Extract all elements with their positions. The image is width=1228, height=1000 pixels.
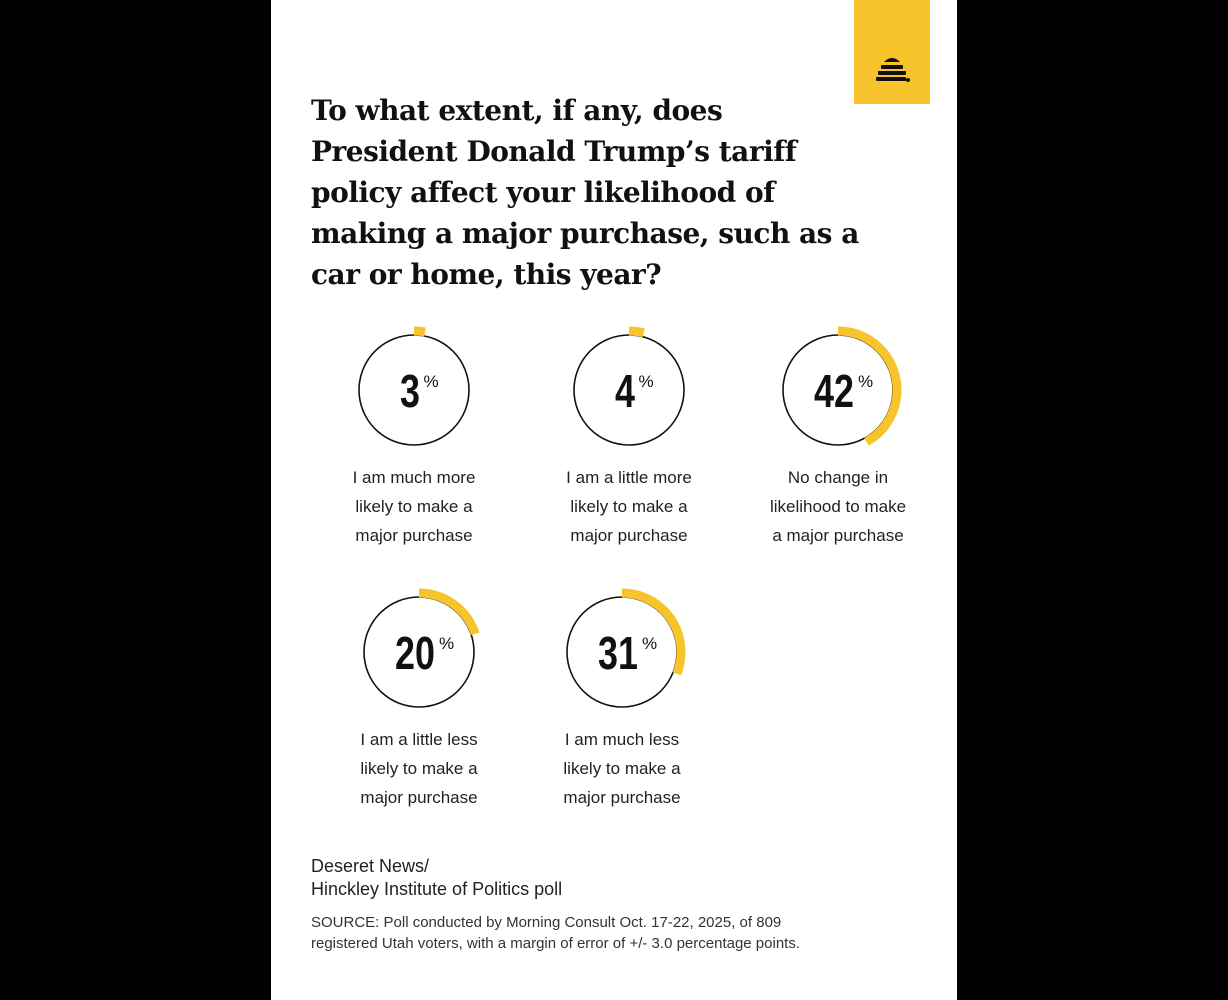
category-label-line: I am much less bbox=[564, 730, 680, 749]
source-line-1: SOURCE: Poll conducted by Morning Consul… bbox=[311, 914, 782, 931]
category-label-line: likely to make a bbox=[570, 497, 688, 516]
chart-item: 20% I am a little less likely to make a maj… bbox=[299, 580, 539, 820]
percent-sign: % bbox=[639, 372, 654, 391]
category-label: I am a little less likely to make a major … bbox=[299, 725, 539, 812]
value-arc bbox=[628, 326, 645, 338]
ring-chart: 42% bbox=[782, 326, 902, 446]
category-label-line: major purchase bbox=[355, 526, 473, 545]
chart-item: 42% No change in likelihood to make a major… bbox=[718, 318, 958, 558]
value-arc bbox=[418, 588, 480, 636]
credit: Deseret News/ Hinckley Institute of Poli… bbox=[311, 855, 911, 901]
source-note: SOURCE: Poll conducted by Morning Consul… bbox=[311, 912, 931, 954]
ring-chart: 3% bbox=[358, 326, 470, 446]
category-label-line: likelihood to make bbox=[769, 497, 907, 516]
value-arc bbox=[621, 588, 686, 676]
category-label-line: likely to make a bbox=[360, 759, 478, 778]
category-label-line: a major purchase bbox=[772, 526, 904, 545]
category-label-line: I am a little less bbox=[360, 730, 478, 749]
credit-line-2: Hinckley Institute of Politics poll bbox=[311, 879, 563, 899]
value-label: 20 bbox=[395, 628, 435, 679]
category-label-line: No change in bbox=[787, 468, 889, 487]
percent-sign: % bbox=[858, 372, 873, 391]
chart-item: 31% I am much less likely to make a major p… bbox=[502, 580, 742, 820]
ring-chart: 4% bbox=[573, 326, 685, 446]
credit-line-1: Deseret News/ bbox=[311, 856, 430, 876]
category-label-line: I am much more bbox=[352, 468, 476, 487]
value-label: 4 bbox=[615, 366, 635, 417]
brand-logo[interactable] bbox=[854, 0, 930, 104]
category-label-line: likely to make a bbox=[355, 497, 473, 516]
infographic-card: To what extent, if any, does President D… bbox=[271, 0, 957, 1000]
chart-item: 3% I am much more likely to make a major pu… bbox=[294, 318, 534, 558]
category-label-line: major purchase bbox=[563, 788, 681, 807]
value-arc bbox=[837, 326, 902, 446]
value-label: 42 bbox=[814, 366, 854, 417]
category-label: I am much less likely to make a major purc… bbox=[502, 725, 742, 812]
category-label: I am a little more likely to make a major … bbox=[509, 463, 749, 550]
ring-chart: 31% bbox=[566, 588, 686, 708]
category-label: I am much more likely to make a major purc… bbox=[294, 463, 534, 550]
category-label-line: major purchase bbox=[570, 526, 688, 545]
percent-sign: % bbox=[642, 634, 657, 653]
category-label: No change in likelihood to make a major pu… bbox=[718, 463, 958, 550]
chart-title: To what extent, if any, does President D… bbox=[311, 94, 859, 291]
value-label: 3 bbox=[400, 366, 420, 417]
chart-item: 4% I am a little more likely to make a majo… bbox=[509, 318, 749, 558]
value-label: 31 bbox=[598, 628, 638, 679]
category-label-line: I am a little more bbox=[566, 468, 692, 487]
beehive-icon bbox=[876, 58, 910, 82]
percent-sign: % bbox=[439, 634, 454, 653]
ring-chart: 20% bbox=[363, 588, 480, 708]
percent-sign: % bbox=[424, 372, 439, 391]
category-label-line: major purchase bbox=[360, 788, 478, 807]
category-label-line: likely to make a bbox=[563, 759, 681, 778]
value-arc bbox=[413, 326, 426, 337]
source-line-2: registered Utah voters, with a margin of… bbox=[311, 935, 800, 952]
